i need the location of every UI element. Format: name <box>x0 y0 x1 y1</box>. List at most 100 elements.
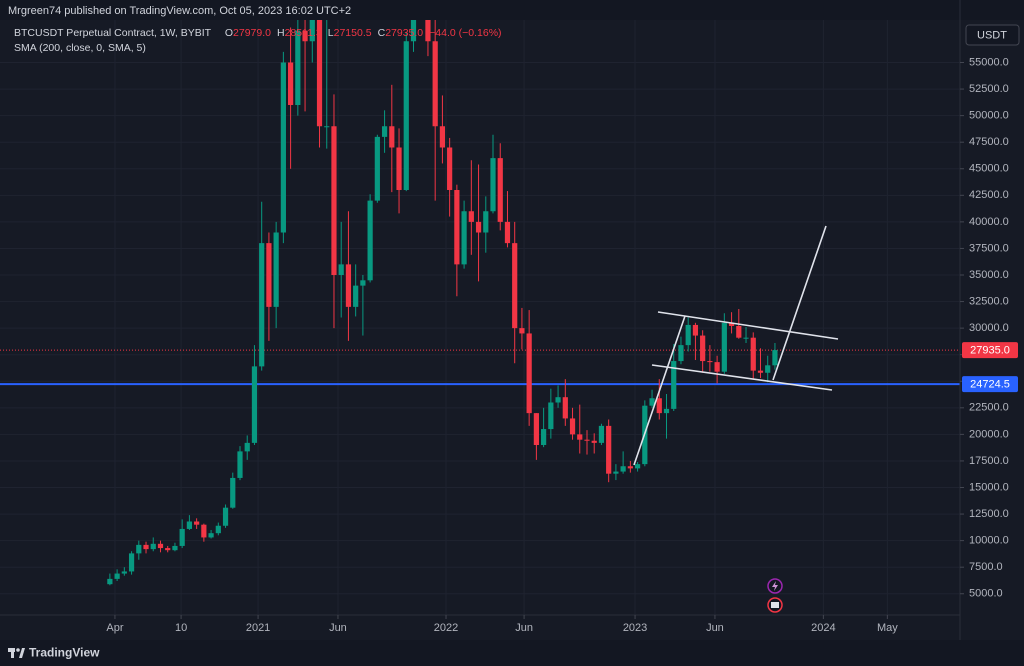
candle-body <box>728 322 735 326</box>
y-tick-label: 20000.0 <box>969 428 1009 440</box>
candle-body <box>280 62 286 233</box>
candle-body <box>736 326 742 338</box>
currency: USDT <box>977 29 1007 41</box>
ohlc-value: 28511.3 <box>285 27 322 39</box>
y-tick-label: 35000.0 <box>969 269 1009 281</box>
ohlc-key: O <box>225 27 233 39</box>
candle-body <box>772 350 778 366</box>
candle-body <box>345 264 352 307</box>
candle-body <box>172 545 178 551</box>
brand: TradingView <box>29 646 100 660</box>
drawings <box>633 225 839 466</box>
candle-body <box>757 370 764 373</box>
candle-body <box>215 525 221 534</box>
currency-box[interactable] <box>965 24 1020 46</box>
candle-body <box>244 442 250 452</box>
candle-body <box>150 543 156 550</box>
candle-body <box>165 548 171 551</box>
icon-glyph <box>772 581 778 591</box>
candle-body <box>447 147 453 190</box>
candle-body <box>194 521 200 525</box>
candle-body <box>533 413 539 445</box>
trend-line <box>657 311 839 340</box>
candle-body <box>374 136 380 201</box>
candle-body <box>136 544 142 554</box>
y-tick-label: 5000.0 <box>969 588 1003 600</box>
candle-body <box>179 528 185 546</box>
candle-body <box>577 434 583 440</box>
change: −44.0 (−0.16%) <box>429 27 501 39</box>
x-tick-label: Jun <box>706 622 724 634</box>
candle-body <box>468 211 474 222</box>
ohlc-key: C <box>378 27 386 39</box>
candle-body <box>613 471 619 474</box>
candle-body <box>562 397 568 419</box>
candle-body <box>157 543 164 549</box>
candle-body <box>389 126 395 148</box>
candle-body <box>569 418 576 435</box>
published-note: Mrgreen74 published on TradingView.com, … <box>8 5 351 17</box>
candle-body <box>237 451 243 478</box>
candle-body <box>765 365 771 373</box>
candle-body <box>461 211 467 265</box>
y-tick-label: 55000.0 <box>969 56 1009 68</box>
candle-body <box>396 147 402 190</box>
x-tick-label: 2023 <box>623 622 647 634</box>
header-bar <box>0 0 1024 20</box>
x-tick-label: Jun <box>515 622 533 634</box>
x-tick-label: 2022 <box>434 622 458 634</box>
ohlc-key: H <box>277 27 285 39</box>
plot-area <box>0 20 960 586</box>
indicator-label: SMA (200, close, 0, SMA, 5) <box>14 42 146 54</box>
candle-body <box>403 41 409 190</box>
candle-body <box>360 280 366 286</box>
x-tick-label: 10 <box>175 622 187 634</box>
candle-body <box>750 337 756 371</box>
candle-body <box>251 366 258 443</box>
candle-body <box>107 578 113 585</box>
candle-body <box>143 544 149 550</box>
y-tick-label: 17500.0 <box>969 455 1009 467</box>
y-tick-label: 45000.0 <box>969 163 1009 175</box>
candle-body <box>309 20 315 42</box>
symbol-title: BTCUSDT Perpetual Contract, 1W, BYBIT <box>14 27 212 39</box>
x-tick-label: Jun <box>329 622 347 634</box>
trend-line <box>633 315 686 466</box>
candle-body <box>634 464 641 469</box>
candle-body <box>678 345 684 362</box>
x-tick-label: 2021 <box>246 622 270 634</box>
candle-body <box>439 126 446 148</box>
last-price-label: 27935.0 <box>970 344 1010 356</box>
icon-glyph <box>771 602 779 608</box>
candle-body <box>541 429 547 445</box>
ohlc-key: L <box>328 27 334 39</box>
candle-body <box>454 190 460 265</box>
candle-body <box>353 285 359 307</box>
candle-body <box>367 200 373 281</box>
candle-body <box>606 425 612 474</box>
level-label-box <box>962 376 1018 393</box>
candle-body <box>128 553 135 572</box>
candle-body <box>114 573 120 579</box>
candle-body <box>338 264 344 275</box>
level-label: 24724.5 <box>970 379 1010 391</box>
y-tick-label: 15000.0 <box>969 481 1009 493</box>
price-axis: 5000.0 7500.0 10000.0 12500.0 15000.0 17500.0… <box>960 56 1018 600</box>
candle-body <box>432 41 438 127</box>
candle-body <box>121 571 127 574</box>
candle-body <box>316 20 323 127</box>
logo-part <box>16 648 20 652</box>
event-icons <box>767 578 783 613</box>
candle-body <box>504 221 511 244</box>
logo-part <box>19 648 25 658</box>
candle-body <box>266 243 272 307</box>
y-tick-label: 10000.0 <box>969 535 1009 547</box>
y-tick-label: 47500.0 <box>969 136 1009 148</box>
candle-body <box>288 62 294 105</box>
candle-body <box>475 221 482 233</box>
candle-body <box>584 439 590 441</box>
ohlc-value: 27150.5 <box>334 27 372 39</box>
candle-body <box>259 243 265 367</box>
candle-body <box>295 30 301 105</box>
candle-body <box>201 524 207 538</box>
